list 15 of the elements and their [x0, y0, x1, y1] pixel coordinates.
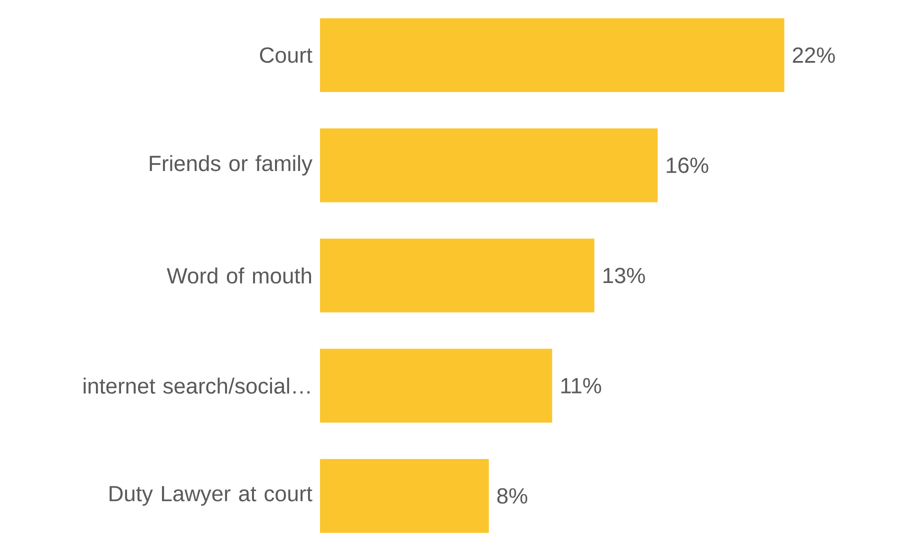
data-label: 11% [561, 378, 602, 394]
y-tick-label: Friends or family [150, 155, 312, 176]
data-label: 16% [666, 158, 708, 174]
data-label: 8% [497, 488, 528, 504]
bar [320, 128, 658, 202]
y-tick-label: Word of mouth [166, 267, 312, 284]
bar [320, 238, 594, 312]
data-label: 22% [792, 47, 835, 63]
bar [320, 348, 552, 423]
y-tick-label: Duty Lawyer at court [110, 486, 312, 506]
y-tick-label: Court [260, 47, 312, 63]
bar [320, 18, 784, 92]
data-label: 13% [604, 268, 645, 284]
y-tick-label: internet search/social… [84, 378, 310, 394]
bar [320, 458, 489, 533]
